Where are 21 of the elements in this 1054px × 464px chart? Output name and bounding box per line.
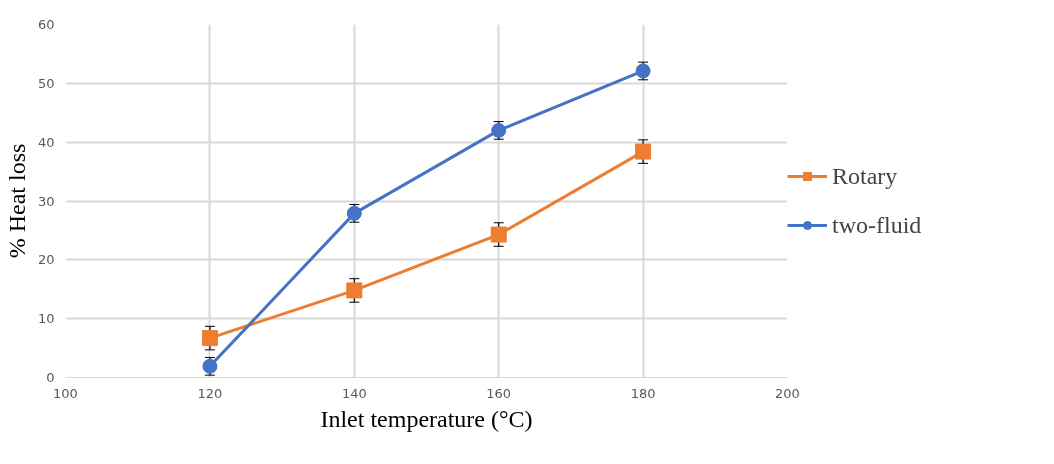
y-axis-title: % Heat loss bbox=[3, 143, 30, 259]
y-tick-label: 0 bbox=[46, 370, 55, 385]
point bbox=[635, 143, 652, 160]
x-axis-title: Inlet temperature (°C) bbox=[320, 405, 533, 432]
legend-label: Rotary bbox=[832, 162, 898, 190]
x-tick-label: 180 bbox=[630, 385, 656, 401]
x-tick-label: 160 bbox=[486, 385, 512, 401]
legend-label: two-fluid bbox=[832, 211, 922, 239]
point bbox=[201, 330, 218, 347]
y-tick-label: 30 bbox=[37, 193, 55, 209]
point bbox=[346, 282, 363, 299]
y-tick-label: 20 bbox=[37, 252, 55, 268]
x-tick-label: 100 bbox=[53, 385, 78, 401]
y-tick-label: 60 bbox=[37, 17, 55, 32]
x-tick-label: 200 bbox=[775, 385, 800, 401]
x-tick-label: 140 bbox=[341, 385, 367, 401]
y-tick-label: 40 bbox=[37, 134, 55, 150]
x-tick-label: 120 bbox=[197, 385, 223, 401]
point bbox=[490, 226, 507, 243]
y-tick-label: 50 bbox=[37, 75, 55, 91]
y-tick-label: 10 bbox=[37, 311, 55, 327]
